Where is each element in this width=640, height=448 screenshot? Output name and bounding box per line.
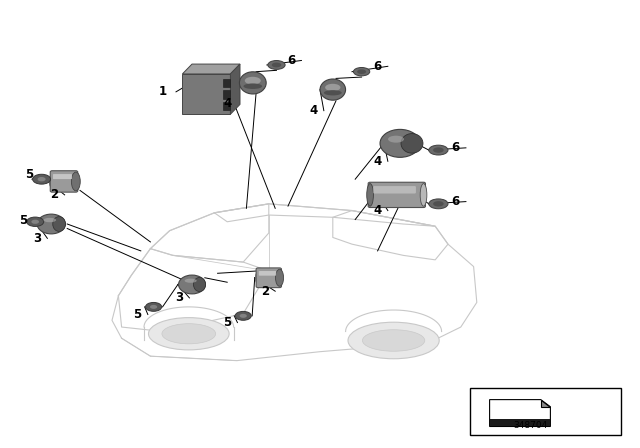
Ellipse shape <box>429 145 448 155</box>
Ellipse shape <box>37 214 65 234</box>
Ellipse shape <box>239 314 247 318</box>
Ellipse shape <box>243 83 262 89</box>
Ellipse shape <box>433 147 444 153</box>
Bar <box>223 102 230 110</box>
Text: 6: 6 <box>374 60 381 73</box>
Ellipse shape <box>348 322 439 359</box>
Text: 2: 2 <box>51 188 58 202</box>
Ellipse shape <box>324 90 342 95</box>
Ellipse shape <box>52 216 65 232</box>
Ellipse shape <box>244 77 261 85</box>
Ellipse shape <box>325 84 340 91</box>
Ellipse shape <box>357 69 366 74</box>
Bar <box>490 419 550 426</box>
FancyBboxPatch shape <box>256 268 282 288</box>
Ellipse shape <box>38 177 45 181</box>
Text: 5: 5 <box>25 168 33 181</box>
Text: 4: 4 <box>374 204 381 217</box>
Ellipse shape <box>235 311 252 320</box>
Polygon shape <box>182 64 240 74</box>
Text: 4: 4 <box>374 155 381 168</box>
Ellipse shape <box>388 136 404 142</box>
Text: 5: 5 <box>134 308 141 321</box>
Ellipse shape <box>239 72 266 94</box>
Ellipse shape <box>420 184 427 206</box>
Text: 4: 4 <box>310 104 317 117</box>
FancyBboxPatch shape <box>373 186 416 194</box>
Text: 5: 5 <box>223 316 231 329</box>
Text: 2: 2 <box>262 284 269 298</box>
Ellipse shape <box>367 184 373 206</box>
FancyBboxPatch shape <box>368 182 426 207</box>
FancyBboxPatch shape <box>259 271 276 276</box>
Ellipse shape <box>179 275 205 294</box>
Polygon shape <box>490 400 550 426</box>
Ellipse shape <box>193 277 205 292</box>
Text: 5: 5 <box>19 214 27 227</box>
Text: 348704: 348704 <box>513 421 547 430</box>
Ellipse shape <box>184 279 196 283</box>
Ellipse shape <box>150 305 157 309</box>
Ellipse shape <box>44 218 56 222</box>
Ellipse shape <box>353 68 370 76</box>
Ellipse shape <box>320 79 346 100</box>
Text: 1: 1 <box>159 85 167 99</box>
Text: 4: 4 <box>223 97 231 111</box>
Ellipse shape <box>255 272 260 284</box>
Text: 3: 3 <box>175 291 183 305</box>
Text: 6: 6 <box>287 54 295 67</box>
Ellipse shape <box>72 172 80 191</box>
Ellipse shape <box>49 175 55 188</box>
Ellipse shape <box>27 217 44 226</box>
Ellipse shape <box>362 330 425 351</box>
Bar <box>470 388 621 435</box>
Ellipse shape <box>145 302 162 311</box>
Ellipse shape <box>31 220 39 224</box>
Bar <box>223 90 230 99</box>
Ellipse shape <box>148 318 229 350</box>
Polygon shape <box>182 74 230 114</box>
Bar <box>223 79 230 87</box>
Ellipse shape <box>268 60 285 69</box>
Polygon shape <box>541 400 550 407</box>
Text: 6: 6 <box>452 195 460 208</box>
Ellipse shape <box>429 199 448 209</box>
Ellipse shape <box>162 323 216 344</box>
Polygon shape <box>230 64 240 114</box>
Ellipse shape <box>401 134 423 153</box>
Ellipse shape <box>272 63 281 67</box>
Ellipse shape <box>380 129 420 157</box>
Ellipse shape <box>275 269 284 286</box>
Text: 6: 6 <box>452 141 460 155</box>
Ellipse shape <box>433 201 444 207</box>
FancyBboxPatch shape <box>53 174 72 179</box>
FancyBboxPatch shape <box>51 171 77 192</box>
Ellipse shape <box>33 174 51 184</box>
Text: 3: 3 <box>33 232 41 245</box>
